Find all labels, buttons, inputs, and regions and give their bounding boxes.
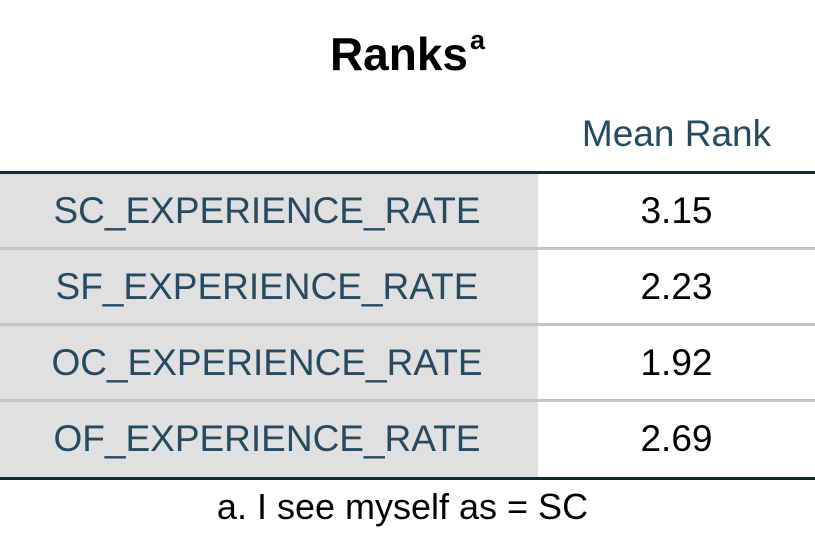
table-footnote: a. I see myself as = SC <box>216 486 589 527</box>
table-row: SF_EXPERIENCE_RATE 2.23 <box>0 250 815 326</box>
row-label: SF_EXPERIENCE_RATE <box>0 250 538 323</box>
row-value: 3.15 <box>538 174 815 247</box>
ranks-table: SC_EXPERIENCE_RATE 3.15 SF_EXPERIENCE_RA… <box>0 171 815 480</box>
table-row: SC_EXPERIENCE_RATE 3.15 <box>0 174 815 250</box>
title-footnote-marker: a <box>470 24 486 55</box>
table-row: OF_EXPERIENCE_RATE 2.69 <box>0 402 815 477</box>
row-value: 2.69 <box>538 402 815 477</box>
row-label: SC_EXPERIENCE_RATE <box>0 174 538 247</box>
table-title: Ranksa <box>0 22 815 86</box>
row-label: OF_EXPERIENCE_RATE <box>0 402 538 477</box>
row-value: 2.23 <box>538 250 815 323</box>
row-value: 1.92 <box>538 326 815 399</box>
column-header-mean-rank: Mean Rank <box>581 113 772 154</box>
row-label: OC_EXPERIENCE_RATE <box>0 326 538 399</box>
table-row: OC_EXPERIENCE_RATE 1.92 <box>0 326 815 402</box>
title-text: Ranks <box>329 28 469 80</box>
